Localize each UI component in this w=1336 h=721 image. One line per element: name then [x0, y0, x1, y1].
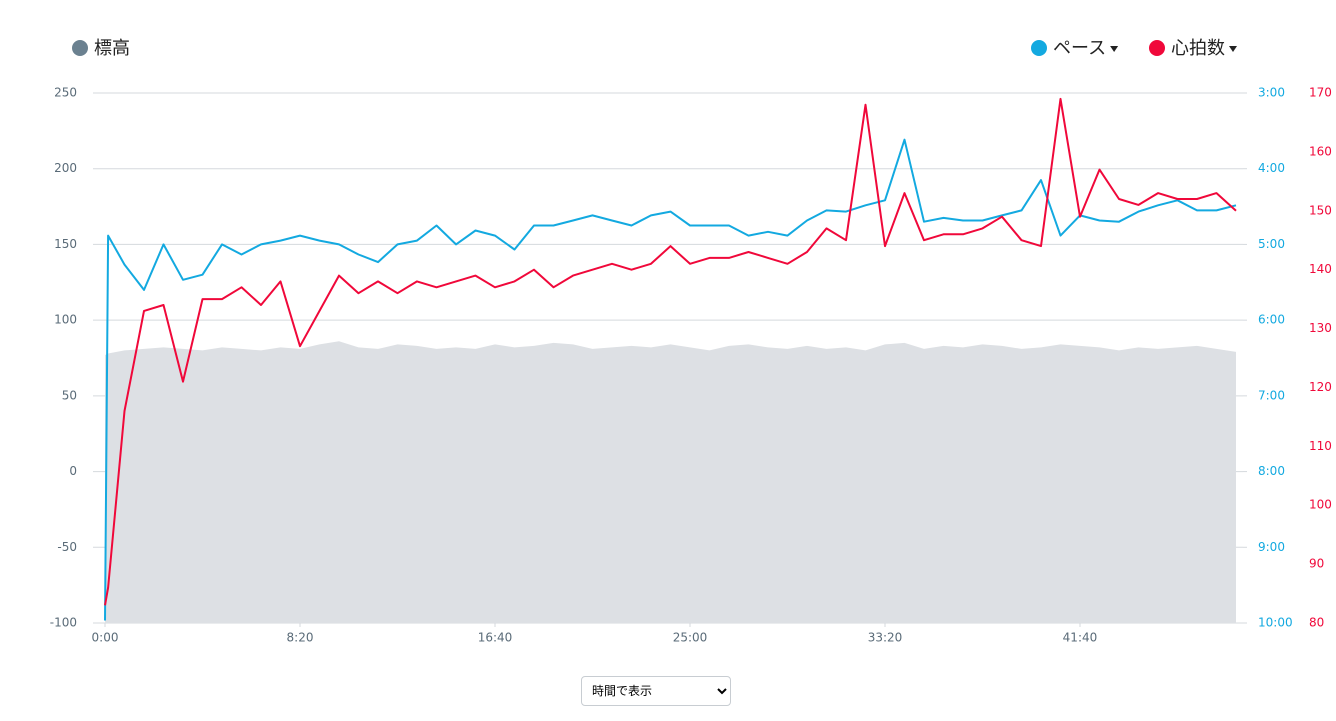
y3-tick-label: 90 [1309, 557, 1324, 571]
x-tick-label: 16:40 [478, 631, 513, 645]
elevation-area [105, 341, 1236, 623]
y2-tick-label: 4:00 [1258, 161, 1285, 175]
series-line [104, 97, 1237, 606]
y-tick-label: 100 [54, 313, 77, 327]
y-tick-label: 50 [62, 388, 77, 402]
y3-tick-label: 160 [1309, 144, 1332, 158]
x-tick-label: 33:20 [868, 631, 903, 645]
y3-tick-label: 130 [1309, 321, 1332, 335]
y2-tick-label: 5:00 [1258, 237, 1285, 251]
x-tick-label: 25:00 [673, 631, 708, 645]
x-tick-label: 0:00 [92, 631, 119, 645]
y-tick-label: 150 [54, 237, 77, 251]
y3-tick-label: 100 [1309, 498, 1332, 512]
y-tick-label: 0 [69, 464, 77, 478]
y-tick-label: -100 [50, 616, 77, 630]
view-select[interactable]: 時間で表示 [581, 676, 731, 706]
y3-tick-label: 120 [1309, 380, 1332, 394]
legend-label[interactable]: ペース [1053, 38, 1106, 59]
legend-dot[interactable] [1031, 40, 1047, 56]
legend-dropdown-arrow[interactable] [1110, 46, 1119, 52]
y3-tick-label: 170 [1309, 86, 1332, 100]
legend-dot[interactable] [1149, 40, 1165, 56]
y3-tick-label: 80 [1309, 616, 1324, 630]
y3-tick-label: 150 [1309, 203, 1332, 217]
legend-label[interactable]: 心拍数 [1171, 38, 1225, 59]
y2-tick-label: 10:00 [1258, 616, 1293, 630]
y-tick-label: -50 [57, 540, 77, 554]
legend-dot[interactable] [72, 40, 88, 56]
y2-tick-label: 6:00 [1258, 313, 1285, 327]
y-tick-label: 200 [54, 161, 77, 175]
y2-tick-label: 3:00 [1258, 86, 1285, 100]
y2-tick-label: 8:00 [1258, 464, 1285, 478]
y-tick-label: 250 [54, 86, 77, 100]
series-line [104, 138, 1237, 621]
x-tick-label: 41:40 [1063, 631, 1098, 645]
y2-tick-label: 9:00 [1258, 540, 1285, 554]
legend-label[interactable]: 標高 [94, 38, 130, 59]
y3-tick-label: 110 [1309, 439, 1332, 453]
legend-dropdown-arrow[interactable] [1229, 46, 1237, 52]
y2-tick-label: 7:00 [1258, 388, 1285, 402]
x-tick-label: 8:20 [287, 631, 314, 645]
y3-tick-label: 140 [1309, 262, 1332, 276]
